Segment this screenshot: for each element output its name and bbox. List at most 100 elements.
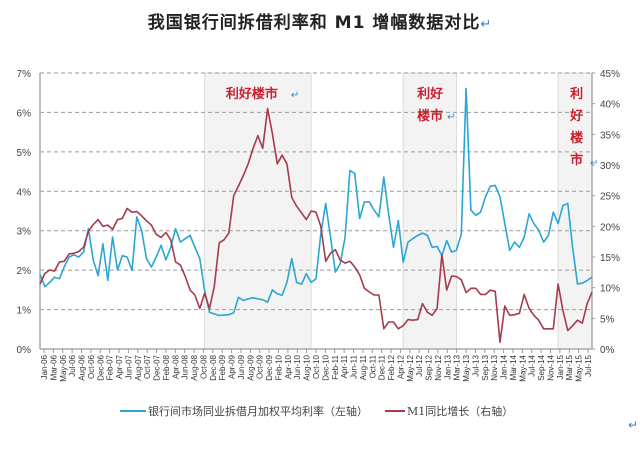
x-tick-label: Aug-06 bbox=[78, 354, 87, 380]
x-tick-label: Dec-07 bbox=[153, 354, 162, 380]
annotation-text: 楼 bbox=[570, 130, 583, 146]
x-tick-label: Jan-14 bbox=[500, 354, 509, 379]
annotation-text: 利好 bbox=[417, 86, 443, 102]
x-tick-label: Mar-14 bbox=[509, 354, 518, 380]
x-tick-label: Feb-11 bbox=[331, 354, 340, 379]
x-tick-label: Feb-07 bbox=[106, 354, 115, 380]
x-tick-label: Mar-15 bbox=[565, 354, 574, 380]
chart-title: 我国银行间拆借利率和 M1 增幅数据对比↵ bbox=[0, 8, 640, 33]
y-right-tick-label: 0% bbox=[600, 345, 615, 356]
x-tick-label: Oct-10 bbox=[312, 354, 321, 379]
x-tick-label: Apr-07 bbox=[115, 354, 124, 379]
x-tick-label: Jun-08 bbox=[181, 354, 190, 379]
legend-swatch-blue bbox=[120, 410, 146, 412]
y-right-tick-label: 10% bbox=[600, 284, 620, 295]
shaded-region bbox=[402, 72, 457, 350]
legend-label-interbank-rate: 银行间市场同业拆借月加权平均利率（左轴） bbox=[148, 405, 368, 418]
y-left-tick-label: 7% bbox=[17, 69, 32, 80]
x-tick-label: Jan-13 bbox=[443, 354, 452, 379]
x-tick-label: Feb-12 bbox=[387, 354, 396, 380]
x-tick-label: May-13 bbox=[462, 354, 471, 381]
legend-item-m1: M1同比增长（右轴） bbox=[385, 403, 513, 419]
legend-label-m1: M1同比增长（右轴） bbox=[407, 405, 514, 418]
x-tick-label: Oct-08 bbox=[199, 354, 208, 379]
x-tick-label: Aug-07 bbox=[134, 354, 143, 380]
x-tick-label: Aug-10 bbox=[303, 354, 312, 380]
y-right-tick-label: 15% bbox=[600, 253, 620, 264]
x-tick-label: Jun-11 bbox=[350, 354, 359, 378]
x-tick-label: May-15 bbox=[575, 354, 584, 381]
x-tick-label: Dec-06 bbox=[96, 354, 105, 380]
x-tick-label: Sep-14 bbox=[537, 354, 546, 380]
y-left-tick-label: 1% bbox=[17, 306, 32, 317]
return-mark-icon: ↵ bbox=[628, 418, 639, 432]
x-tick-label: Jan-15 bbox=[556, 354, 565, 379]
legend-swatch-red bbox=[385, 410, 405, 412]
x-tick-label: Jan-06 bbox=[40, 354, 49, 379]
x-tick-label: Jul-13 bbox=[471, 354, 480, 376]
x-tick-label: Oct-07 bbox=[143, 354, 152, 379]
x-tick-label: Apr-12 bbox=[396, 354, 405, 379]
return-mark-icon: ↵ bbox=[447, 112, 455, 123]
title-text: 我国银行间拆借利率和 M1 增幅数据对比 bbox=[147, 13, 481, 33]
x-tick-label: Dec-09 bbox=[265, 354, 274, 380]
y-right-tick-label: 20% bbox=[600, 222, 620, 233]
x-tick-label: Dec-10 bbox=[321, 354, 330, 380]
y-left-tick-label: 6% bbox=[17, 108, 32, 119]
x-tick-label: Feb-08 bbox=[162, 354, 171, 380]
x-tick-label: Nov-12 bbox=[434, 354, 443, 380]
return-mark-icon: ↵ bbox=[291, 90, 299, 101]
x-tick-label: Apr-11 bbox=[340, 354, 349, 378]
y-left-tick-label: 3% bbox=[17, 227, 32, 238]
x-tick-label: May-12 bbox=[406, 354, 415, 381]
series-line-m1 bbox=[39, 107, 593, 344]
x-tick-label: Sep-12 bbox=[425, 354, 434, 380]
shaded-region bbox=[204, 72, 312, 350]
return-mark-icon: ↵ bbox=[590, 158, 598, 169]
x-tick-label: Oct-06 bbox=[87, 354, 96, 379]
x-tick-label: Aug-11 bbox=[359, 354, 368, 380]
series-line-interbank-rate bbox=[39, 87, 593, 317]
x-tick-label: Jun-10 bbox=[293, 354, 302, 379]
y-right-tick-label: 40% bbox=[600, 100, 620, 111]
y-left-tick-label: 4% bbox=[17, 187, 32, 198]
x-tick-label: Feb-10 bbox=[275, 354, 284, 380]
x-tick-label: May-14 bbox=[518, 354, 527, 381]
x-tick-label: Dec-11 bbox=[378, 354, 387, 380]
x-tick-label: Oct-11 bbox=[368, 354, 377, 378]
annotation-text: 利 bbox=[570, 86, 583, 102]
annotation-text: 楼市 bbox=[417, 108, 443, 124]
y-right-tick-label: 35% bbox=[600, 130, 620, 141]
x-tick-label: Apr-10 bbox=[284, 354, 293, 379]
x-tick-label: Mar-13 bbox=[453, 354, 462, 380]
x-tick-label: Feb-09 bbox=[218, 354, 227, 380]
legend-item-interbank-rate: 银行间市场同业拆借月加权平均利率（左轴） bbox=[120, 403, 368, 419]
x-tick-label: Apr-08 bbox=[171, 354, 180, 379]
annotation-text: 市 bbox=[570, 152, 583, 168]
x-tick-label: Jul-14 bbox=[528, 354, 537, 376]
y-right-tick-label: 5% bbox=[600, 314, 615, 325]
y-right-tick-label: 30% bbox=[600, 161, 620, 172]
return-mark-icon: ↵ bbox=[480, 17, 493, 32]
x-tick-label: Nov-14 bbox=[547, 354, 556, 380]
x-tick-label: Jul-15 bbox=[584, 354, 593, 376]
annotation-text: 好 bbox=[569, 108, 583, 124]
x-tick-label: Jun-09 bbox=[237, 354, 246, 379]
annotation-text: 利好楼市 bbox=[226, 86, 278, 102]
y-left-tick-label: 5% bbox=[17, 148, 32, 159]
x-tick-label: Apr-09 bbox=[228, 354, 237, 379]
x-tick-label: Jul-12 bbox=[415, 354, 424, 376]
x-tick-label: Jun-07 bbox=[124, 354, 133, 379]
x-tick-label: Mar-06 bbox=[49, 354, 58, 380]
y-right-tick-label: 45% bbox=[600, 69, 620, 80]
x-tick-label: Sep-13 bbox=[481, 354, 490, 380]
x-tick-label: Oct-09 bbox=[256, 354, 265, 379]
x-tick-label: Aug-08 bbox=[190, 354, 199, 380]
x-tick-label: Aug-09 bbox=[246, 354, 255, 380]
x-tick-label: Dec-08 bbox=[209, 354, 218, 380]
x-tick-label: Nov-13 bbox=[490, 354, 499, 380]
y-left-tick-label: 0% bbox=[17, 345, 32, 356]
x-tick-label: Jul-06 bbox=[68, 354, 77, 376]
y-left-tick-label: 2% bbox=[17, 266, 32, 277]
